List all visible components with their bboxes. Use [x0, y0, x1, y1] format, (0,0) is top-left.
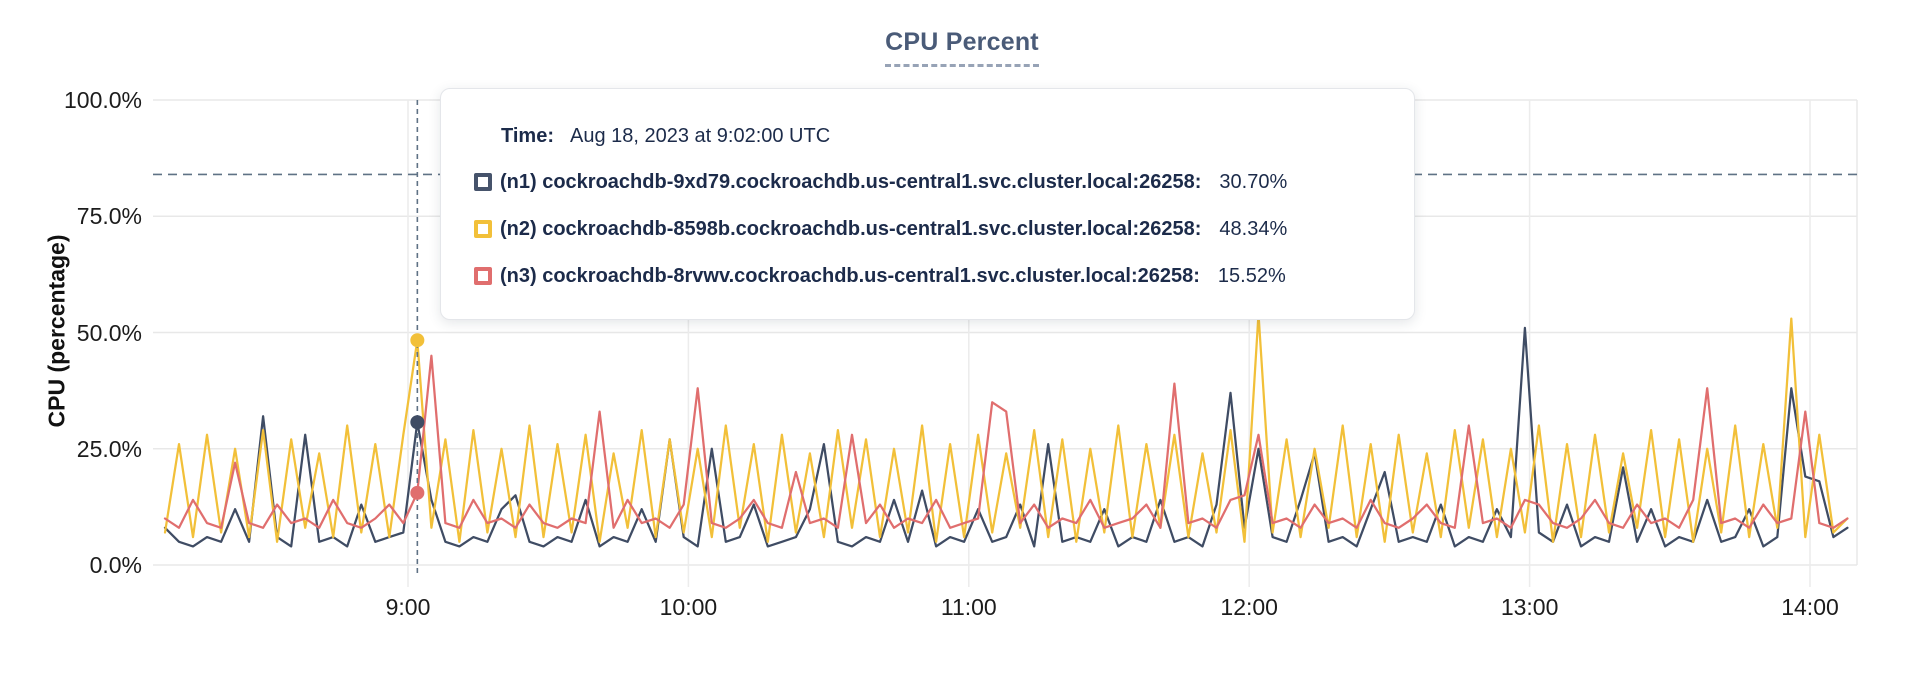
series-line-n3	[163, 354, 1849, 529]
hover-tooltip: Time: Aug 18, 2023 at 9:02:00 UTC (n1) c…	[440, 88, 1415, 320]
tooltip-series-row: (n2) cockroachdb-8598b.cockroachdb.us-ce…	[474, 217, 1384, 241]
series-label: (n1) cockroachdb-9xd79.cockroachdb.us-ce…	[500, 170, 1202, 193]
series-value: 15.52%	[1217, 264, 1286, 287]
y-tick-label: 0.0%	[89, 552, 142, 578]
y-tick-label: 100.0%	[63, 87, 142, 113]
series-line-n2	[163, 312, 1849, 543]
series-value: 48.34%	[1219, 217, 1288, 240]
series-value: 30.70%	[1219, 170, 1288, 193]
x-tick-label: 10:00	[659, 594, 718, 620]
tooltip-time-value: Aug 18, 2023 at 9:02:00 UTC	[569, 125, 831, 147]
x-tick-label: 11:00	[940, 594, 997, 620]
tooltip-series-list: (n1) cockroachdb-9xd79.cockroachdb.us-ce…	[474, 170, 1384, 288]
tooltip-series-row: (n1) cockroachdb-9xd79.cockroachdb.us-ce…	[474, 170, 1384, 194]
y-tick-label: 50.0%	[76, 319, 142, 346]
y-tick-label: 25.0%	[76, 435, 142, 462]
x-tick-label: 14:00	[1781, 594, 1839, 620]
tooltip-series-row: (n3) cockroachdb-8rvwv.cockroachdb.us-ce…	[474, 264, 1384, 288]
series-swatch-icon	[474, 173, 492, 191]
hover-point-n2	[410, 333, 425, 348]
x-tick-label: 12:00	[1220, 594, 1278, 620]
hover-point-n3	[410, 485, 425, 500]
series-label: (n3) cockroachdb-8rvwv.cockroachdb.us-ce…	[500, 264, 1200, 287]
x-tick-label: 13:00	[1500, 594, 1559, 620]
series-line-n1	[163, 326, 1849, 548]
x-tick-label: 9:00	[385, 594, 431, 620]
y-tick-label: 75.0%	[76, 203, 142, 230]
series-swatch-icon	[474, 267, 492, 285]
tooltip-time-row: Time: Aug 18, 2023 at 9:02:00 UTC	[501, 125, 1384, 148]
hover-point-n1	[410, 415, 425, 430]
series-label: (n2) cockroachdb-8598b.cockroachdb.us-ce…	[500, 217, 1202, 240]
series-swatch-icon	[474, 220, 492, 238]
tooltip-time-label: Time:	[501, 125, 554, 147]
